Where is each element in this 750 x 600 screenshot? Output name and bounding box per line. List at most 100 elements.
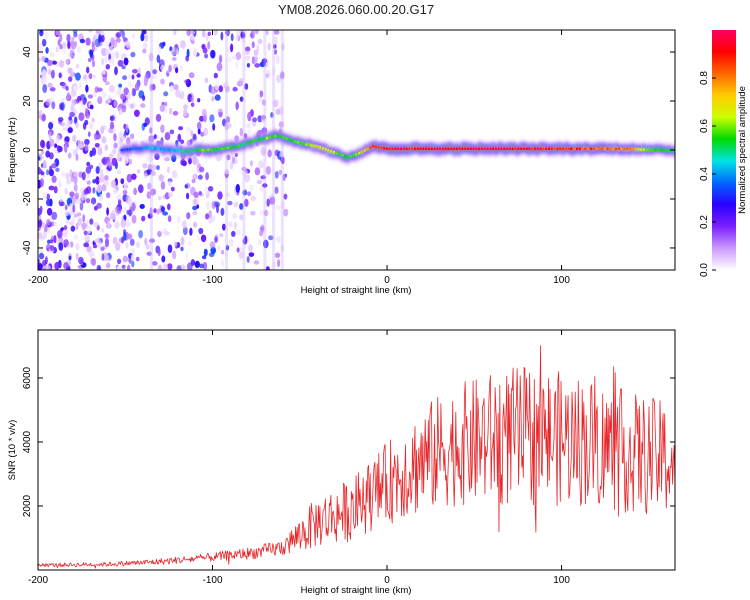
- noise-speck: [86, 66, 90, 74]
- y-tick-label: 20: [22, 95, 33, 107]
- noise-speck: [78, 112, 85, 121]
- noise-speck: [158, 174, 164, 182]
- noise-speck: [94, 38, 100, 48]
- noise-speck: [100, 246, 105, 251]
- ridge-core: [151, 146, 154, 149]
- colorbar-tick-label: 0.0: [699, 263, 710, 277]
- noise-speck: [141, 215, 146, 222]
- ridge-core: [668, 148, 671, 152]
- ridge-core: [439, 147, 442, 150]
- noise-speck: [266, 198, 270, 207]
- ridge-core: [447, 147, 450, 150]
- noise-speck: [73, 171, 79, 179]
- ridge-core: [469, 147, 472, 150]
- noise-speck: [205, 213, 210, 220]
- noise-speck: [275, 55, 280, 64]
- noise-speck: [98, 178, 105, 183]
- noise-speck: [42, 164, 47, 169]
- ridge-core: [503, 147, 506, 150]
- noise-speck: [41, 221, 46, 229]
- noise-speck: [121, 65, 126, 70]
- ridge-core: [461, 147, 464, 150]
- noise-speck: [111, 157, 118, 167]
- noise-speck: [259, 230, 264, 237]
- ridge-core: [179, 149, 182, 152]
- noise-speck: [249, 160, 254, 167]
- ridge-core: [481, 147, 483, 150]
- noise-speck: [48, 185, 55, 191]
- noise-speck: [143, 77, 148, 87]
- noise-speck: [218, 85, 224, 93]
- noise-speck: [161, 255, 166, 263]
- noise-speck: [116, 153, 121, 161]
- noise-speck: [104, 56, 108, 64]
- noise-speck: [70, 175, 75, 182]
- noise-speck: [64, 211, 70, 217]
- noise-speck: [283, 208, 289, 217]
- noise-speck: [38, 56, 41, 62]
- noise-speck: [146, 154, 153, 163]
- noise-speck: [208, 252, 215, 258]
- ridge-core: [539, 147, 542, 150]
- noise-speck: [135, 256, 140, 262]
- ridge-core: [453, 147, 456, 150]
- noise-speck: [171, 170, 178, 179]
- noise-speck: [123, 57, 129, 66]
- noise-speck: [127, 264, 131, 270]
- y-tick-label: 4000: [22, 430, 33, 453]
- noise-speck: [247, 191, 252, 197]
- noise-speck: [231, 55, 237, 60]
- noise-speck: [176, 265, 183, 270]
- noise-speck: [220, 31, 224, 41]
- noise-speck: [84, 144, 89, 152]
- noise-speck: [183, 107, 188, 117]
- noise-speck: [121, 264, 126, 269]
- noise-speck: [247, 129, 252, 134]
- noise-speck: [181, 220, 187, 229]
- ridge-core: [620, 147, 623, 150]
- noise-speck: [175, 43, 178, 49]
- ridge-core: [408, 147, 411, 150]
- noise-speck: [64, 144, 68, 153]
- noise-speck: [131, 214, 137, 224]
- noise-speck: [216, 204, 219, 214]
- noise-speck: [116, 265, 122, 270]
- ridge-core: [173, 149, 176, 152]
- ridge-core: [143, 146, 146, 150]
- noise-speck: [227, 200, 233, 206]
- y-tick-label: -20: [22, 191, 33, 206]
- noise-speck: [278, 121, 284, 128]
- noise-speck: [115, 52, 119, 59]
- noise-speck: [103, 175, 109, 181]
- noise-speck: [147, 182, 152, 190]
- noise-speck: [184, 79, 190, 84]
- noise-speck: [39, 178, 44, 188]
- noise-speck: [214, 236, 218, 244]
- ridge-core: [266, 136, 268, 140]
- noise-speck: [106, 160, 112, 168]
- noise-speck: [123, 182, 128, 191]
- noise-speck: [168, 180, 172, 187]
- noise-speck: [116, 37, 121, 43]
- noise-speck: [250, 30, 255, 39]
- noise-speck: [61, 172, 66, 177]
- noise-speck: [239, 96, 244, 102]
- ridge-core: [316, 145, 319, 148]
- noise-speck: [280, 200, 286, 210]
- noise-speck: [146, 191, 152, 199]
- noise-speck: [192, 48, 197, 57]
- noise-speck: [70, 102, 75, 111]
- noise-speck: [277, 259, 281, 268]
- noise-speck: [59, 33, 63, 42]
- noise-speck: [85, 198, 91, 204]
- ridge-core: [609, 147, 612, 150]
- noise-speck: [97, 162, 104, 168]
- noise-speck: [151, 164, 157, 171]
- noise-speck: [201, 30, 206, 38]
- noise-speck: [129, 238, 135, 246]
- noise-speck: [146, 251, 152, 256]
- ridge-core: [363, 149, 366, 152]
- ridge-core: [617, 147, 620, 150]
- noise-speck: [102, 73, 108, 83]
